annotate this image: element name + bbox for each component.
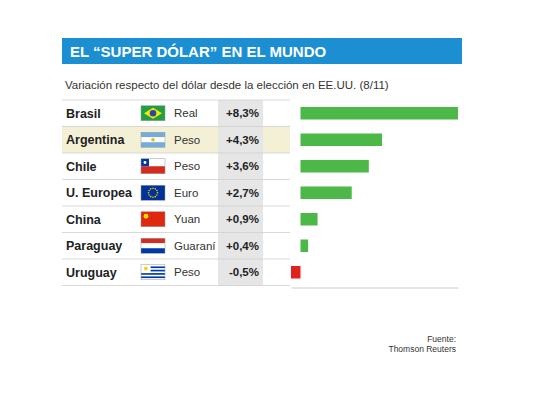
bar	[300, 187, 351, 200]
category-label: U. Europea	[66, 186, 133, 200]
flag-part	[141, 185, 165, 200]
data-label: +4,3%	[226, 134, 259, 146]
flag-part	[141, 106, 165, 121]
category-label: Chile	[66, 160, 97, 174]
flag-border	[141, 106, 165, 121]
currency-label: Peso	[174, 266, 200, 278]
row-separator	[62, 232, 290, 233]
flag-part	[144, 214, 149, 219]
currency-label: Guaraní	[174, 240, 216, 252]
flag-part	[154, 188, 156, 190]
flag-part	[154, 196, 156, 198]
axis-line	[292, 288, 459, 289]
flag	[141, 159, 165, 174]
flag	[141, 265, 165, 280]
currency-label: Yuan	[174, 213, 200, 225]
row-separator	[62, 100, 290, 101]
row-separator	[62, 179, 290, 180]
source-note: Fuente:	[427, 334, 456, 344]
flag-part	[150, 196, 152, 198]
flag-part	[144, 267, 148, 271]
flag-part	[141, 238, 165, 243]
bar	[300, 134, 382, 147]
flag-part	[150, 110, 157, 117]
bar	[300, 240, 308, 253]
currency-label: Peso	[174, 134, 200, 146]
flag-part	[141, 265, 165, 280]
data-label: +0,9%	[226, 213, 259, 225]
flag	[141, 132, 165, 147]
flag-part	[141, 265, 151, 273]
flag-part	[148, 192, 150, 194]
data-label: +3,6%	[226, 160, 259, 172]
flag-part	[151, 138, 155, 142]
flag-part	[141, 132, 165, 137]
subtitle: Variación respecto del dólar desde la el…	[65, 79, 389, 91]
data-label: +0,4%	[226, 240, 259, 252]
row-separator	[62, 153, 290, 154]
row-separator	[62, 259, 290, 260]
flag-part	[156, 194, 158, 196]
currency-label: Peso	[174, 160, 200, 172]
flag	[141, 238, 165, 253]
rows: Brasil Real +8,3% Argentina Peso +4,3% Chile Pe…	[66, 106, 259, 280]
flag-part	[141, 166, 165, 174]
flag-part	[156, 190, 158, 192]
category-label: Paraguay	[66, 239, 122, 253]
chart: EL “SUPER DÓLAR” EN EL MUNDO Variación re…	[0, 0, 540, 405]
title-banner	[62, 38, 462, 64]
flag-part	[141, 137, 165, 142]
category-label: Uruguay	[66, 266, 117, 280]
bar	[300, 160, 368, 173]
flag-part	[141, 248, 165, 253]
x-axis	[292, 288, 459, 289]
category-label: Argentina	[66, 133, 125, 147]
flag-border	[141, 265, 165, 280]
flag-part	[148, 194, 150, 196]
flag-part	[141, 243, 165, 248]
flag-part	[141, 212, 165, 227]
flag-part	[157, 192, 159, 194]
title: EL “SUPER DÓLAR” EN EL MUNDO	[70, 43, 326, 60]
flag-part	[144, 108, 162, 119]
flag	[141, 106, 165, 121]
flag-border	[141, 212, 165, 227]
bar	[300, 107, 458, 120]
flag-border	[141, 185, 165, 200]
flag-border	[141, 159, 165, 174]
flag-part	[141, 159, 149, 167]
data-label: +8,3%	[226, 107, 259, 119]
flag-border	[141, 238, 165, 253]
currency-label: Euro	[174, 187, 198, 199]
flag	[141, 212, 165, 227]
currency-label: Real	[174, 107, 198, 119]
flag-border	[141, 132, 165, 147]
flag-part	[148, 190, 150, 192]
row-separator	[62, 285, 290, 286]
flag	[141, 185, 165, 200]
row-separator	[62, 206, 290, 207]
flag-part	[141, 273, 165, 275]
flag-part	[141, 159, 165, 167]
row-separator	[62, 126, 290, 127]
source-note: Thomson Reuters	[388, 344, 456, 354]
bar	[300, 213, 317, 226]
bars	[291, 107, 458, 279]
category-label: China	[66, 213, 102, 227]
flag-part	[144, 161, 147, 164]
data-label: +2,7%	[226, 187, 259, 199]
value-column	[218, 100, 263, 286]
category-label: Brasil	[66, 107, 101, 121]
flag-part	[152, 196, 154, 198]
flag-part	[150, 188, 152, 190]
bar	[291, 266, 300, 279]
flag-part	[152, 187, 154, 189]
flag-part	[141, 276, 165, 278]
flag-part	[141, 142, 165, 147]
data-label: -0,5%	[229, 266, 259, 278]
